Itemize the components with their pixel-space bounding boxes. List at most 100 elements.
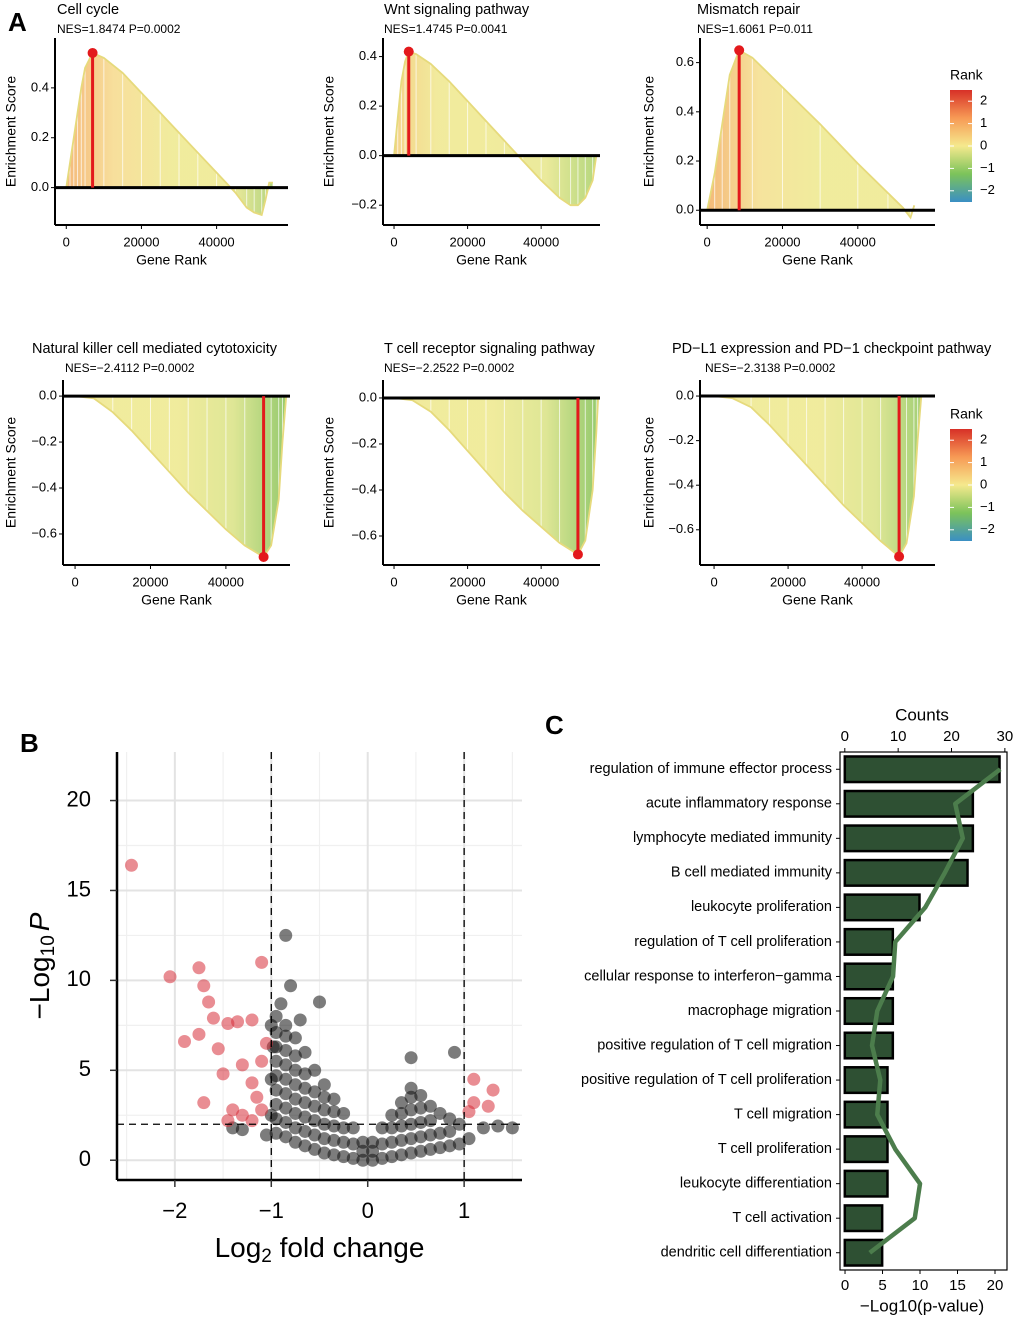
- point: [443, 1124, 457, 1138]
- x-tick-label: 20000: [450, 574, 486, 589]
- bar: [843, 755, 1001, 784]
- point: [250, 1090, 264, 1104]
- point: [178, 1035, 191, 1049]
- point: [308, 1085, 322, 1099]
- y-tick-label: 20: [67, 786, 91, 811]
- point: [264, 1018, 278, 1032]
- point: [124, 858, 138, 872]
- point: [206, 1011, 220, 1025]
- peak-point: [894, 551, 905, 562]
- point: [414, 1115, 428, 1129]
- legend-label: 0: [980, 476, 987, 491]
- y-tick-label: −0.2: [31, 433, 57, 448]
- bar: [843, 789, 975, 818]
- enrichment-area: [394, 51, 597, 206]
- y-tick-label: −0.6: [31, 525, 57, 540]
- colorbar: [950, 90, 972, 202]
- peak-point: [403, 46, 414, 57]
- point: [385, 1135, 399, 1149]
- y-tick-label: 0.6: [676, 54, 694, 69]
- point: [279, 928, 293, 942]
- point: [476, 1121, 490, 1135]
- point: [356, 1135, 370, 1149]
- enrichment-curve: [713, 395, 923, 558]
- y-axis-label: −Log10 P: [24, 912, 59, 1019]
- point: [293, 1013, 307, 1027]
- point: [259, 1128, 273, 1142]
- colorbar: [950, 429, 972, 541]
- point: [245, 1076, 259, 1090]
- x-tick-label: 0: [390, 574, 397, 589]
- point: [259, 1036, 273, 1050]
- y-axis-label: Enrichment Score: [3, 76, 19, 187]
- category-label: acute inflammatory response: [646, 796, 832, 812]
- y-tick-label: 0.4: [359, 48, 377, 63]
- label-part: Log: [215, 1232, 262, 1263]
- point: [394, 1096, 408, 1110]
- y-tick-label: −0.2: [351, 435, 377, 450]
- peak-point: [87, 47, 98, 58]
- y-tick-label: 0.2: [676, 152, 694, 167]
- x-tick-label: 40000: [523, 574, 559, 589]
- chart-title: T cell receptor signaling pathway: [384, 341, 596, 357]
- x-top-tick-label: 0: [841, 728, 849, 745]
- x-top-tick-label: 20: [943, 728, 960, 745]
- enrichment-curve: [74, 395, 288, 559]
- chart-subtitle: NES=1.8474 P=0.0002: [57, 22, 181, 36]
- x-tick-label: 40000: [208, 574, 244, 589]
- line: [868, 767, 1002, 1255]
- legend-label: 1: [980, 454, 987, 469]
- y-axis-label: Enrichment Score: [321, 417, 337, 528]
- point: [448, 1045, 461, 1059]
- legend-label: 0: [980, 137, 987, 152]
- point: [337, 1135, 351, 1149]
- point: [366, 1135, 380, 1149]
- x-tick-label: 0: [841, 1277, 849, 1294]
- peak-point: [572, 549, 583, 560]
- point: [274, 997, 288, 1011]
- category-label: positive regulation of T cell migration: [597, 1037, 832, 1053]
- point: [404, 1146, 418, 1160]
- point: [366, 1144, 380, 1158]
- point: [317, 1078, 331, 1092]
- x-top-axis-label: Counts: [895, 705, 949, 724]
- bar: [843, 893, 921, 922]
- point: [279, 1130, 293, 1144]
- label-subscript: 2: [261, 1246, 272, 1267]
- label-part: fold change: [272, 1232, 425, 1263]
- x-tick-label: 20000: [132, 574, 168, 589]
- enrichment-curve: [393, 397, 600, 556]
- y-tick-label: −0.2: [668, 432, 694, 447]
- panel-label: A: [8, 7, 27, 37]
- category-label: macrophage migration: [688, 1003, 832, 1019]
- point: [443, 1112, 457, 1126]
- x-axis-label: Gene Rank: [141, 592, 213, 608]
- x-tick-label: 40000: [840, 234, 876, 249]
- x-tick-label: 20000: [764, 234, 800, 249]
- y-tick-label: 0.4: [676, 103, 694, 118]
- bar: [843, 1135, 889, 1164]
- category-label: T cell proliferation: [718, 1141, 832, 1157]
- legend-label: −2: [980, 521, 995, 536]
- point: [337, 1150, 351, 1164]
- category-label: regulation of immune effector process: [590, 761, 832, 777]
- chart-title: Wnt signaling pathway: [384, 2, 530, 18]
- x-tick-label: −1: [259, 1198, 284, 1223]
- y-tick-label: 0.0: [676, 387, 694, 402]
- point: [245, 1013, 259, 1027]
- point: [404, 1103, 418, 1117]
- category-label: leukocyte proliferation: [691, 899, 832, 915]
- point: [452, 1137, 466, 1151]
- point: [163, 970, 177, 984]
- point: [255, 1103, 269, 1117]
- category-label: B cell mediated immunity: [671, 865, 833, 881]
- legend-label: −2: [980, 182, 995, 197]
- point: [192, 961, 206, 975]
- point: [486, 1083, 500, 1097]
- point: [279, 1115, 293, 1129]
- legend-label: 2: [980, 93, 987, 108]
- point: [255, 955, 269, 969]
- x-axis-label: Gene Rank: [136, 252, 208, 268]
- x-tick-label: 0: [63, 234, 70, 249]
